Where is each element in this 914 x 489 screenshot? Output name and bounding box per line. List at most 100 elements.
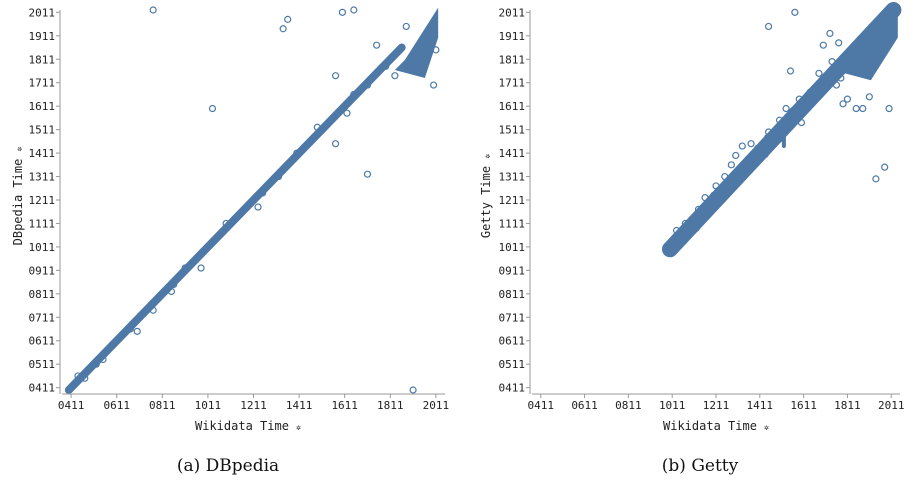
caption-dbpedia: (a) DBpedia [177, 456, 279, 476]
data-point [363, 170, 372, 178]
data-point [254, 203, 262, 211]
y-tick-label: 1311 [29, 171, 56, 184]
data-point [284, 15, 292, 23]
x-tick-label: 2011 [878, 399, 905, 412]
data-point [81, 374, 89, 382]
data-point [92, 360, 100, 368]
data-point [791, 8, 799, 16]
data-point [764, 128, 773, 136]
x-axis-label[interactable]: Wikidata Time ✲ [663, 419, 769, 433]
data-point [775, 135, 784, 143]
data-point [363, 81, 372, 89]
data-point [828, 58, 836, 66]
y-axis-label[interactable]: DBpedia Time ✲ [11, 146, 25, 245]
y-tick-label: 1811 [499, 53, 526, 66]
data-point [738, 142, 746, 150]
x-tick-label: 1411 [286, 399, 313, 412]
panel-dbpedia: 0411 0611 0811 1011 1211 1411 1611 1811 2011 041… [11, 6, 449, 476]
y-tick-label: 1411 [29, 147, 56, 160]
x-tick-label: 1011 [659, 399, 686, 412]
x-tick-label: 2011 [423, 399, 450, 412]
data-point [881, 163, 889, 171]
trend-band [64, 43, 406, 394]
data-point [197, 264, 205, 272]
x-tick-label: 0611 [103, 399, 130, 412]
y-tick-label: 0711 [29, 311, 56, 324]
x-tick-label: 1611 [790, 399, 817, 412]
data-point [338, 8, 347, 16]
data-point [382, 62, 390, 70]
data-point [701, 194, 709, 202]
x-tick-label: 0411 [58, 399, 85, 412]
data-point [259, 189, 267, 197]
data-point [795, 95, 803, 103]
data-point [732, 151, 740, 160]
y-tick-label: 0611 [29, 335, 56, 348]
y-tick-label: 1811 [29, 53, 56, 66]
y-tick-label: 1511 [29, 124, 56, 137]
data-point [331, 140, 340, 148]
y-tick-label: 1311 [499, 171, 526, 184]
caption-getty: (b) Getty [662, 456, 739, 476]
data-point [764, 22, 773, 31]
x-tick-label: 1411 [747, 399, 774, 412]
y-tick-label: 0411 [499, 382, 526, 395]
data-point [74, 372, 82, 380]
data-point [409, 386, 417, 394]
y-axis-label[interactable]: Getty Time ✲ [479, 154, 493, 238]
y-tick-label: 0811 [499, 288, 526, 301]
data-point [710, 191, 718, 199]
y-tick-label: 2011 [29, 6, 56, 19]
x-tick-label: 1811 [834, 399, 861, 412]
y-tick-label: 1111 [29, 217, 56, 230]
data-point [126, 325, 134, 333]
data-point [425, 25, 433, 33]
y-tick-label: 0511 [499, 358, 526, 371]
data-point [775, 116, 784, 124]
x-axis-label[interactable]: Wikidata Time ✲ [195, 419, 301, 433]
y-tick-label: 2011 [499, 6, 526, 19]
x-tick-label: 1211 [240, 399, 267, 412]
data-point [810, 95, 819, 103]
y-tick-label: 0911 [499, 264, 526, 277]
data-point [681, 219, 689, 228]
data-point [170, 280, 178, 289]
x-tick-label: 1011 [195, 399, 222, 412]
data-point [837, 74, 845, 82]
dense-cluster [394, 7, 439, 78]
y-tick-label: 1611 [29, 100, 56, 113]
data-point [815, 69, 823, 77]
data-point [274, 172, 283, 181]
data-point [714, 187, 722, 195]
data-point [782, 104, 790, 113]
data-point [343, 109, 351, 117]
y-tick-label: 1711 [499, 77, 526, 90]
data-point [133, 327, 141, 335]
y-tick-label: 1211 [499, 194, 526, 207]
x-tick-label: 0811 [615, 399, 642, 412]
y-tick-label: 1911 [29, 30, 56, 43]
data-point [749, 151, 757, 160]
y-tick-label: 0511 [29, 358, 56, 371]
data-point [672, 226, 681, 235]
x-tick-label: 1611 [331, 399, 358, 412]
data-point [279, 25, 287, 33]
data-point [694, 205, 703, 213]
data-point [222, 219, 230, 228]
data-point [819, 41, 827, 49]
data-point [293, 149, 301, 157]
data-point [236, 210, 244, 218]
data-point [885, 104, 893, 113]
y-tick-label: 1211 [29, 194, 56, 207]
data-point [331, 72, 340, 80]
data-point [699, 212, 707, 221]
data-point [208, 104, 217, 113]
data-point [872, 175, 880, 183]
data-point [832, 81, 841, 89]
data-point [149, 6, 157, 14]
data-point [843, 95, 852, 103]
x-tick-label: 1811 [377, 399, 404, 412]
data-point [149, 306, 157, 314]
data-point [721, 172, 729, 181]
